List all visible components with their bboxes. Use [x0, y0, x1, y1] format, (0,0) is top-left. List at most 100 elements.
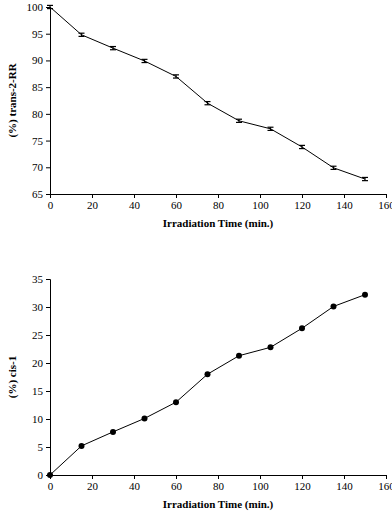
data-point [331, 303, 337, 309]
x-tick: 80 [213, 194, 225, 211]
y-tick-label: 100 [27, 1, 44, 13]
data-line [50, 7, 365, 179]
x-tick: 80 [213, 475, 225, 492]
error-cap [268, 127, 274, 128]
error-cap [110, 49, 116, 50]
y-tick-mark [46, 279, 50, 280]
data-point [47, 472, 53, 478]
y-tick-label: 30 [32, 301, 44, 313]
error-cap [205, 104, 211, 105]
y-tick: 35 [32, 273, 50, 285]
x-tick-label: 120 [294, 199, 311, 211]
data-point [79, 443, 85, 449]
data-point [268, 344, 274, 350]
error-cap [299, 148, 305, 149]
y-tick: 95 [32, 28, 50, 40]
y-tick-label: 65 [32, 188, 44, 200]
x-tick-label: 140 [336, 480, 353, 492]
x-tick-mark [302, 475, 303, 479]
error-cap [331, 166, 337, 167]
y-tick-label: 70 [32, 161, 44, 173]
x-tick-mark [260, 194, 261, 198]
y-axis-line [46, 8, 51, 195]
x-tick-label: 140 [336, 199, 353, 211]
y-tick: 25 [32, 329, 50, 341]
x-tick: 40 [129, 475, 141, 492]
y-tick-label: 35 [32, 273, 44, 285]
x-tick-mark [302, 194, 303, 198]
x-tick-mark [218, 194, 219, 198]
y-tick-label: 10 [32, 413, 44, 425]
error-cap [331, 169, 337, 170]
x-tick-label: 20 [87, 199, 99, 211]
y-tick-mark [46, 167, 50, 168]
data-point [110, 429, 116, 435]
x-axis-line [51, 195, 387, 199]
data-point [142, 415, 148, 421]
error-bar [299, 145, 305, 148]
y-tick-mark [46, 114, 50, 115]
data-point [173, 399, 179, 405]
y-tick-label: 80 [32, 108, 44, 120]
y-axis: 65 70 75 80 85 90 95 100 [27, 1, 51, 200]
y-tick: 90 [32, 54, 50, 66]
y-tick-label: 25 [32, 329, 44, 341]
error-cap [362, 180, 368, 181]
y-tick-label: 5 [38, 441, 44, 453]
x-tick-mark [92, 475, 93, 479]
data-point [236, 353, 242, 359]
y-tick-mark [46, 391, 50, 392]
y-tick-mark [46, 60, 50, 61]
error-cap [268, 130, 274, 131]
x-tick-label: 160 [378, 199, 392, 211]
x-tick-mark [176, 194, 177, 198]
data-line [50, 295, 365, 475]
x-tick-label: 0 [48, 199, 54, 211]
error-cap [79, 33, 85, 34]
y-tick: 20 [32, 357, 50, 369]
error-cap [47, 8, 53, 9]
x-tick-mark [386, 475, 387, 479]
error-bar [47, 5, 53, 8]
error-bar [205, 102, 211, 105]
x-tick-mark [344, 475, 345, 479]
y-tick-label: 90 [32, 54, 44, 66]
x-tick: 100 [252, 475, 269, 492]
y-tick: 80 [32, 108, 50, 120]
error-cap [173, 77, 179, 78]
error-cap [362, 177, 368, 178]
x-tick-mark [134, 194, 135, 198]
y-tick: 15 [32, 385, 50, 397]
y-tick-mark [46, 307, 50, 308]
data-point [299, 325, 305, 331]
data-point [362, 292, 368, 298]
y-axis: 05101520253035 [32, 273, 51, 481]
y-tick-label: 15 [32, 385, 44, 397]
error-cap [205, 101, 211, 102]
x-tick-label: 40 [129, 199, 141, 211]
y-tick: 70 [32, 161, 50, 173]
y-tick: 75 [32, 135, 50, 147]
error-cap [142, 59, 148, 60]
data-point [205, 371, 211, 377]
y-tick-mark [46, 194, 50, 195]
x-tick: 20 [87, 194, 99, 211]
x-tick: 40 [129, 194, 141, 211]
error-cap [142, 62, 148, 63]
error-cap [236, 122, 242, 123]
y-tick-mark [46, 141, 50, 142]
error-cap [79, 36, 85, 37]
y-axis-line [46, 280, 51, 476]
y-tick-mark [46, 419, 50, 420]
y-tick: 85 [32, 81, 50, 93]
y-axis-title: (%) trans-2-RR [6, 62, 19, 137]
x-tick: 20 [87, 475, 99, 492]
y-tick-mark [46, 447, 50, 448]
y-tick: 100 [27, 1, 51, 13]
y-tick-label: 95 [32, 28, 44, 40]
error-cap [236, 119, 242, 120]
x-tick-label: 80 [213, 199, 225, 211]
x-axis-title: Irradiation Time (min.) [163, 498, 274, 511]
y-tick: 5 [38, 441, 51, 453]
x-tick-mark [260, 475, 261, 479]
